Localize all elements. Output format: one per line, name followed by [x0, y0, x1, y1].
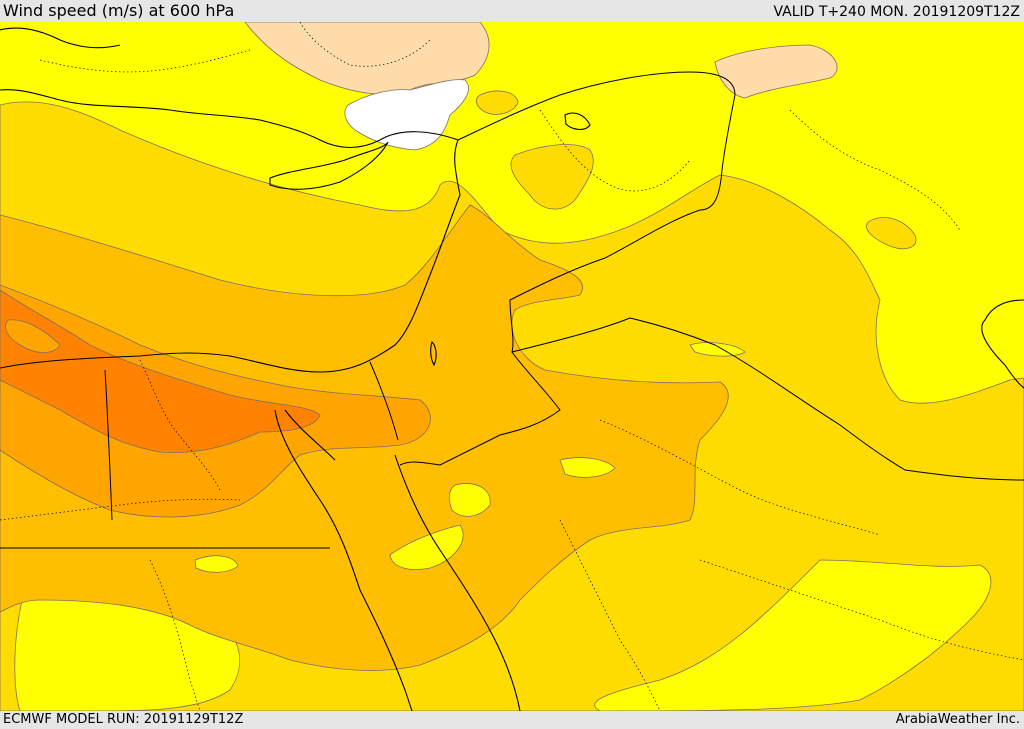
coastline-lake-van	[564, 112, 591, 130]
coastline-red-sea-west	[274, 409, 413, 711]
wind-band-golden-blob	[475, 90, 519, 115]
coastline-dead-sea	[430, 340, 437, 367]
model-run-label: ECMWF MODEL RUN: 20191129T12Z	[3, 712, 244, 727]
border-israel-egypt	[369, 361, 399, 441]
wind-band-deep-orange	[0, 289, 321, 453]
border-jordan-saudi	[399, 351, 561, 466]
footer-bar: ECMWF MODEL RUN: 20191129T12Z ArabiaWeat…	[0, 711, 1024, 729]
header-bar: Wind speed (m/s) at 600 hPa VALID T+240 …	[0, 0, 1024, 22]
wind-band-white-patch	[344, 79, 469, 151]
country-borders	[0, 71, 1024, 549]
border-egypt-libya	[104, 369, 113, 521]
coastline-mediterranean-south	[0, 139, 461, 373]
wind-band-light-northeast	[714, 44, 838, 99]
border-saudi-north	[509, 257, 1024, 481]
wind-band-orange-hole	[5, 319, 61, 353]
wind-band-yellow-island	[448, 483, 491, 517]
coastline-turkey-south	[0, 89, 459, 148]
coastline-gulf-suez	[284, 409, 336, 461]
province-borders	[0, 22, 1024, 711]
wind-band-golden-blob	[510, 144, 594, 210]
wind-band-yellow-island	[389, 524, 464, 570]
wind-band-yellow-island	[689, 342, 746, 357]
coastline-cyprus	[269, 141, 389, 190]
border-turkey-syria	[457, 71, 736, 141]
wind-band-golden-blob	[866, 217, 917, 250]
valid-time: VALID T+240 MON. 20191209T12Z	[773, 4, 1020, 20]
coastline-caspian	[0, 27, 121, 49]
coastlines	[0, 27, 1024, 711]
wind-band-yellow-island	[559, 457, 616, 478]
credit-label: ArabiaWeather Inc.	[895, 712, 1020, 727]
wind-band-yellow-island	[194, 555, 239, 573]
border-iraq-iran	[604, 94, 736, 259]
wind-speed-map	[0, 22, 1024, 711]
wind-band-yellow-pocket	[594, 559, 992, 711]
coastline-red-sea-east	[394, 454, 521, 711]
map-title: Wind speed (m/s) at 600 hPa	[3, 1, 235, 20]
coastline-persian-gulf	[981, 299, 1024, 389]
